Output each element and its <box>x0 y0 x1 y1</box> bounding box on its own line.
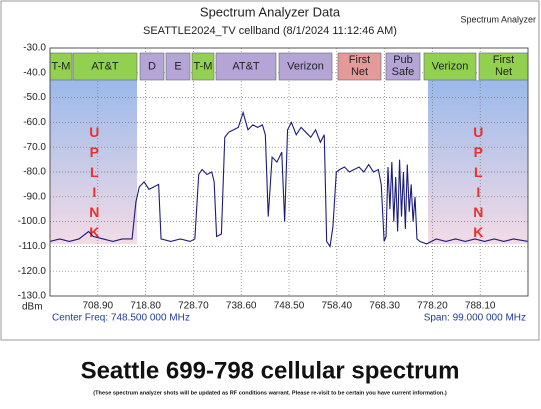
band-box <box>215 52 277 81</box>
band-label: T-M <box>194 60 213 72</box>
x-tick-label: 708.90 <box>83 301 114 312</box>
band-label: Safe <box>392 66 415 78</box>
x-tick-label: 728.70 <box>178 301 209 312</box>
band-box <box>385 52 421 81</box>
footer-note: (These spectrum analyzer shots will be u… <box>93 390 447 396</box>
span: Span: 99.000 000 MHz <box>424 313 526 324</box>
chart-title: Spectrum Analyzer Data <box>200 4 341 19</box>
x-tick-label: 788.10 <box>465 301 496 312</box>
y-tick-label: -100.0 <box>18 216 47 227</box>
y-tick-label: -120.0 <box>18 266 47 277</box>
y-tick-label: -130.0 <box>18 291 47 302</box>
uplink-region <box>50 80 137 244</box>
uplink-region <box>428 80 528 244</box>
y-tick-label: -80.0 <box>23 167 46 178</box>
uplink-annotation: UPLINK <box>86 124 102 244</box>
band-label: T-M <box>52 60 71 72</box>
band-label: Pub <box>393 54 413 66</box>
corner-label: Spectrum Analyzer <box>460 14 536 24</box>
spectrum-trace <box>49 110 529 248</box>
y-tick-label: -60.0 <box>23 117 46 128</box>
band-label: Verizon <box>432 60 469 72</box>
band-box <box>423 52 477 81</box>
plot-border <box>49 47 529 297</box>
band-box <box>165 52 191 81</box>
band-box <box>139 52 165 81</box>
y-tick-label: -110.0 <box>18 241 46 252</box>
chart-subtitle: SEATTLE2024_TV cellband (8/1/2024 11:12:… <box>143 25 397 37</box>
band-label: First <box>349 54 370 66</box>
x-tick-label: 758.40 <box>322 301 353 312</box>
band-box <box>478 52 529 81</box>
band-label: Net <box>351 66 368 78</box>
y-tick-label: -70.0 <box>23 142 46 153</box>
center-frequency: Center Freq: 748.500 000 MHz <box>52 313 190 324</box>
y-axis-unit: dBm <box>22 302 43 313</box>
footer-title: Seattle 699-798 cellular spectrum <box>81 357 460 384</box>
uplink-annotation: UPLINK <box>470 124 486 244</box>
y-tick-label: -40.0 <box>23 67 46 78</box>
band-box <box>278 52 333 81</box>
y-tick-label: -30.0 <box>23 43 46 54</box>
band-label: AT&T <box>232 60 260 72</box>
band-label: Verizon <box>287 60 324 72</box>
x-tick-label: 718.80 <box>130 301 161 312</box>
band-label: First <box>493 54 514 66</box>
x-tick-label: 768.30 <box>369 301 400 312</box>
band-label: AT&T <box>91 60 119 72</box>
band-box <box>191 52 215 81</box>
band-box <box>337 52 382 81</box>
y-tick-label: -50.0 <box>23 92 46 103</box>
x-tick-label: 778.20 <box>417 301 448 312</box>
band-label: D <box>148 60 156 72</box>
x-tick-label: 738.60 <box>226 301 257 312</box>
band-box <box>72 52 138 81</box>
band-label: Net <box>495 66 512 78</box>
y-tick-label: -90.0 <box>23 191 46 202</box>
x-tick-label: 748.50 <box>274 301 305 312</box>
band-label: E <box>174 60 181 72</box>
